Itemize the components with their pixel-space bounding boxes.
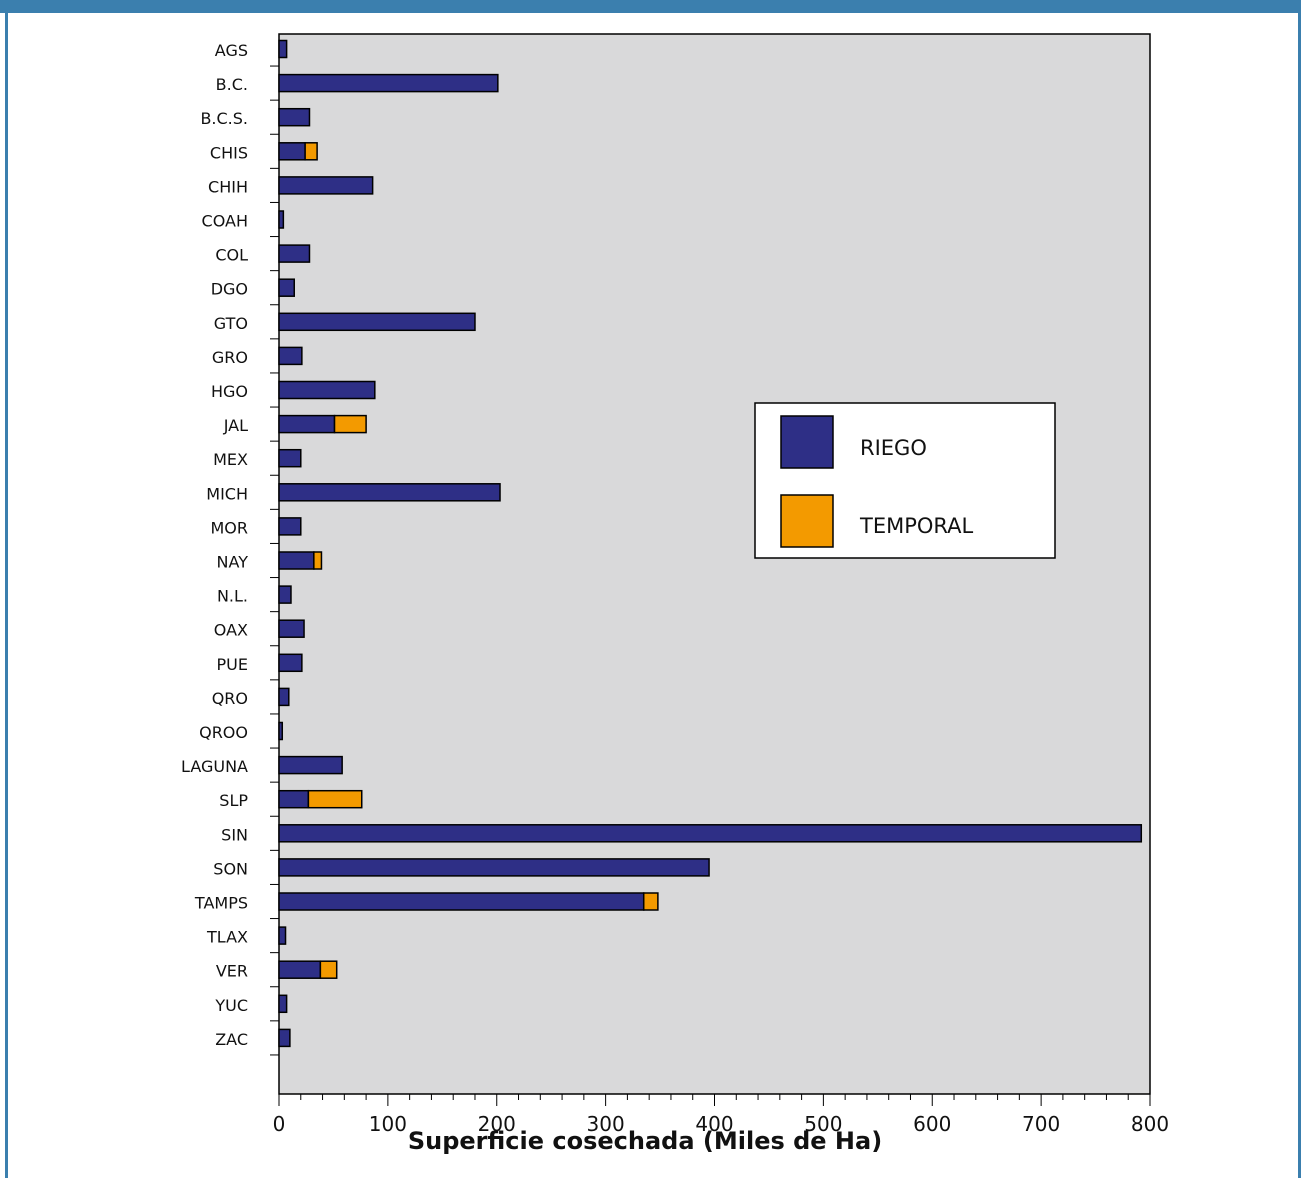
bar-riego-slp bbox=[278, 789, 310, 809]
bar-riego-gto bbox=[278, 312, 476, 332]
x-tick-label-200: 200 bbox=[478, 1112, 516, 1136]
bar-riego-yuc bbox=[278, 994, 288, 1014]
x-tick-label-800: 800 bbox=[1131, 1112, 1169, 1136]
bar-riego-ags bbox=[278, 39, 288, 59]
bar-riego-tamps bbox=[278, 892, 645, 911]
x-tick-label-700: 700 bbox=[1022, 1112, 1060, 1136]
x-tick-label-100: 100 bbox=[369, 1112, 407, 1136]
legend-swatch-riego bbox=[780, 415, 834, 469]
y-label-mich: MICH bbox=[206, 484, 248, 503]
y-label-hgo: HGO bbox=[211, 382, 248, 401]
bar-riego-col bbox=[278, 244, 311, 263]
y-label-oax: OAX bbox=[214, 621, 248, 640]
bar-riego-qroo bbox=[278, 721, 284, 741]
y-label-tamps: TAMPS bbox=[194, 894, 248, 913]
x-tick-label-500: 500 bbox=[804, 1112, 842, 1136]
bars-layer bbox=[278, 39, 1143, 1048]
legend-swatch-temporal bbox=[780, 494, 834, 548]
bar-temporal-chis bbox=[304, 142, 318, 161]
y-label-b-c-s: B.C.S. bbox=[200, 109, 248, 128]
left-frame-rule bbox=[5, 0, 8, 1178]
x-axis: 0 100 200 300 400 500 600 700 800 bbox=[273, 1094, 1169, 1136]
bar-riego-b-c bbox=[278, 73, 499, 93]
y-label-qroo: QROO bbox=[199, 723, 248, 742]
y-label-gto: GTO bbox=[214, 314, 248, 333]
y-label-chih: CHIH bbox=[208, 177, 248, 196]
y-label-dgo: DGO bbox=[211, 280, 248, 299]
bar-riego-b-c-s bbox=[278, 107, 311, 127]
bar-riego-mich bbox=[278, 483, 501, 502]
bar-riego-coah bbox=[278, 210, 285, 229]
plot-area bbox=[278, 33, 1151, 1095]
bar-temporal-jal bbox=[333, 414, 367, 434]
y-label-nay: NAY bbox=[217, 553, 249, 572]
y-label-jal: JAL bbox=[223, 416, 248, 435]
y-label-qro: QRO bbox=[212, 689, 248, 708]
y-label-zac: ZAC bbox=[215, 1030, 248, 1049]
bar-temporal-nay bbox=[313, 551, 323, 570]
y-label-slp: SLP bbox=[219, 791, 248, 810]
bar-riego-laguna bbox=[278, 755, 343, 775]
bar-riego-mor bbox=[278, 517, 302, 536]
y-label-sin: SIN bbox=[221, 825, 248, 844]
y-axis-category-labels: AGS B.C. B.C.S. CHIS CHIH COAH COL DGO GTO GRO HGO… bbox=[181, 41, 279, 1056]
bar-riego-jal bbox=[278, 414, 336, 434]
bar-riego-hgo bbox=[278, 380, 376, 400]
y-label-chis: CHIS bbox=[210, 143, 248, 162]
bar-temporal-ver bbox=[319, 960, 338, 979]
legend-label-riego: RIEGO bbox=[860, 436, 927, 460]
y-label-col: COL bbox=[215, 246, 248, 265]
bar-riego-gro bbox=[278, 346, 303, 366]
y-label-ver: VER bbox=[216, 962, 248, 981]
y-label-mor: MOR bbox=[210, 518, 248, 537]
bar-riego-n-l bbox=[278, 585, 292, 604]
bar-riego-dgo bbox=[278, 278, 295, 297]
bar-riego-son bbox=[278, 858, 710, 877]
bar-riego-pue bbox=[278, 653, 303, 673]
x-tick-label-0: 0 bbox=[273, 1112, 286, 1136]
right-frame-rule bbox=[1298, 0, 1301, 1178]
x-tick-label-600: 600 bbox=[913, 1112, 951, 1136]
bar-riego-zac bbox=[278, 1028, 291, 1048]
x-axis-title: Superficie cosechada (Miles de Ha) bbox=[408, 1127, 882, 1155]
y-label-tlax: TLAX bbox=[206, 928, 248, 947]
bar-riego-sin bbox=[278, 824, 1143, 843]
legend: RIEGO TEMPORAL bbox=[754, 402, 1056, 559]
bar-riego-tlax bbox=[278, 926, 287, 945]
y-label-b-c: B.C. bbox=[216, 75, 248, 94]
x-tick-label-400: 400 bbox=[695, 1112, 733, 1136]
y-label-pue: PUE bbox=[217, 655, 248, 674]
y-label-ags: AGS bbox=[215, 41, 248, 60]
top-frame-bar bbox=[0, 0, 1301, 13]
bar-temporal-slp bbox=[307, 789, 363, 809]
bar-riego-oax bbox=[278, 619, 305, 638]
legend-label-temporal: TEMPORAL bbox=[859, 514, 974, 538]
y-label-gro: GRO bbox=[212, 348, 248, 367]
bar-riego-ver bbox=[278, 960, 322, 979]
y-label-coah: COAH bbox=[202, 212, 248, 231]
y-label-n-l: N.L. bbox=[217, 587, 248, 606]
bar-riego-qro bbox=[278, 687, 290, 707]
y-label-son: SON bbox=[213, 859, 248, 878]
bar-riego-chis bbox=[278, 142, 306, 161]
bar-riego-mex bbox=[278, 448, 302, 468]
bar-temporal-tamps bbox=[642, 892, 659, 911]
y-label-laguna: LAGUNA bbox=[181, 757, 248, 776]
bar-riego-chih bbox=[278, 176, 374, 195]
y-label-yuc: YUC bbox=[214, 996, 248, 1015]
bar-riego-nay bbox=[278, 551, 315, 570]
y-label-mex: MEX bbox=[213, 450, 248, 469]
x-tick-label-300: 300 bbox=[587, 1112, 625, 1136]
